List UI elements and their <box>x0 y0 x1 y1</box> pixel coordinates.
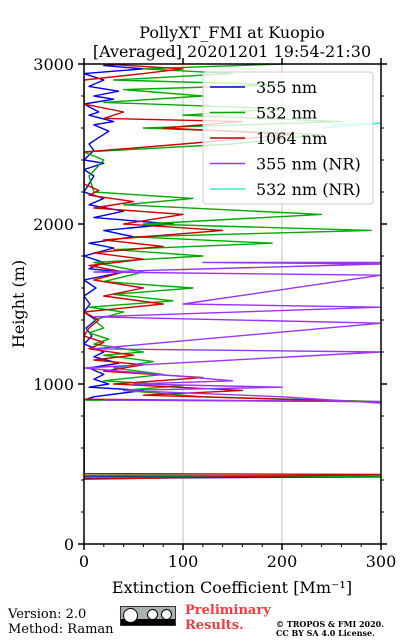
preliminary-line-2: Results. <box>185 618 244 633</box>
copyright-line-2: CC BY SA 4.0 License. <box>276 628 375 638</box>
plot-frame <box>83 63 382 545</box>
chart-title: PollyXT_FMI at Kuopio <box>139 23 325 42</box>
y-tick-label: 2000 <box>33 215 74 234</box>
y-axis-label: Height (m) <box>9 260 28 348</box>
legend-box <box>202 71 374 205</box>
preliminary-results-label: Preliminary Results. <box>185 603 271 633</box>
extinction-profile-chart: PollyXT_FMI at Kuopio [Averaged] 2020120… <box>9 23 396 597</box>
copyright-notice: © TROPOS & FMI 2020. CC BY SA 4.0 Licens… <box>276 620 384 638</box>
version-text: Version: 2.0 <box>8 607 87 622</box>
chart-subtitle: [Averaged] 20201201 19:54-21:30 <box>93 42 371 61</box>
y-tick-label: 0 <box>64 535 74 554</box>
cc-by-sa-logo <box>120 606 176 626</box>
legend-label: 355 nm (NR) <box>256 155 361 174</box>
legend-label: 1064 nm <box>256 129 327 148</box>
legend: 355 nm 532 nm 1064 nm 355 nm (NR) 532 nm (NR… <box>202 71 374 205</box>
x-tick-label: 100 <box>168 552 199 571</box>
x-tick-label: 300 <box>366 552 397 571</box>
x-tick-label: 200 <box>267 552 298 571</box>
series-line <box>84 64 381 479</box>
x-axis-label: Extinction Coefficient [Mm⁻¹] <box>112 578 352 597</box>
y-tick-label: 1000 <box>33 375 74 394</box>
copyright-line-1: © TROPOS & FMI 2020. <box>276 619 385 629</box>
legend-label: 532 nm <box>256 104 317 123</box>
series-lines <box>84 64 381 480</box>
method-text: Method: Raman <box>8 622 114 637</box>
legend-label: 355 nm <box>256 78 317 97</box>
y-tick-label: 3000 <box>33 55 74 74</box>
legend-label: 532 nm (NR) <box>256 180 361 199</box>
preliminary-line-1: Preliminary <box>185 603 271 618</box>
series-line <box>84 261 381 404</box>
x-tick-label: 0 <box>79 552 89 571</box>
